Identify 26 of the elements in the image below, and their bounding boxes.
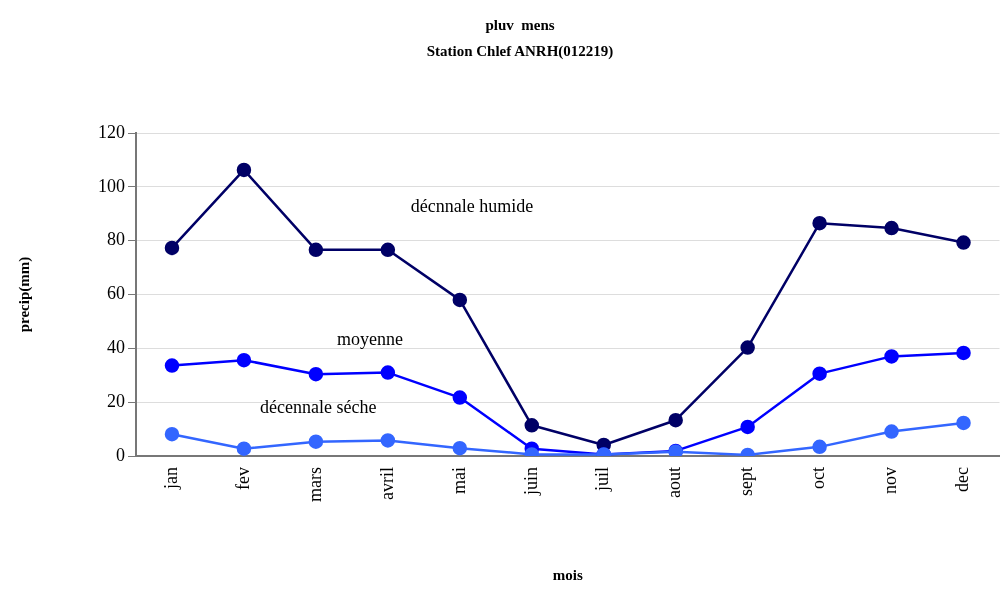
x-tick-label: oct (808, 467, 829, 489)
chart-subtitle: Station Chlef ANRH(012219) (426, 42, 614, 60)
x-tick-label: aout (664, 467, 685, 498)
x-tick-label: dec (952, 467, 973, 492)
y-axis-title: precip(mm) (15, 256, 33, 333)
x-tick-label: fev (232, 467, 253, 490)
x-tick-label: juil (592, 467, 613, 493)
x-tick-label: mai (448, 467, 469, 494)
chart-title: pluv mens (485, 16, 555, 33)
y-tick-label: 20 (107, 390, 125, 411)
x-tick-label: jan (160, 467, 181, 490)
y-tick-label: 80 (107, 229, 125, 250)
y-tick-label: 40 (107, 337, 125, 358)
x-tick-label: juin (520, 467, 541, 497)
x-tick-label: nov (880, 467, 901, 494)
series-label: décennale séche (259, 396, 377, 417)
y-tick-label: 0 (116, 444, 125, 465)
y-tick-label: 60 (107, 283, 125, 304)
x-tick-label: avril (376, 467, 397, 500)
y-tick-label: 120 (98, 121, 125, 142)
x-axis-title: mois (552, 566, 583, 583)
x-tick-label: sept (736, 467, 757, 496)
series-label: moyenne (337, 328, 404, 349)
y-tick-label: 100 (98, 175, 125, 196)
x-tick-label: mars (304, 467, 325, 502)
series-label: décnnale humide (410, 195, 534, 216)
